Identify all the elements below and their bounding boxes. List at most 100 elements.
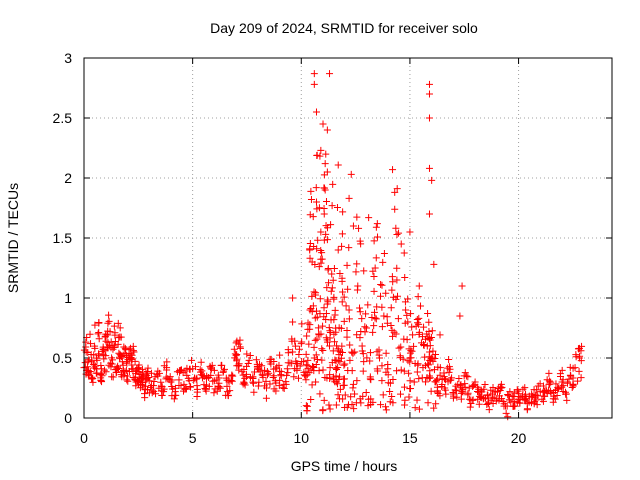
data-point	[365, 214, 373, 222]
data-point	[384, 379, 392, 387]
data-point	[331, 311, 339, 319]
data-point	[119, 351, 127, 359]
data-point	[303, 332, 311, 340]
data-point	[309, 302, 317, 310]
data-point	[393, 185, 401, 193]
data-point	[319, 322, 327, 330]
data-point	[413, 368, 421, 376]
data-point	[197, 358, 205, 366]
data-point	[410, 342, 418, 350]
data-point	[545, 369, 553, 377]
data-point	[150, 378, 158, 386]
data-point	[358, 315, 366, 323]
data-point	[541, 392, 549, 400]
data-point	[117, 333, 125, 341]
data-point	[451, 386, 459, 394]
data-point	[408, 347, 416, 355]
data-point	[497, 380, 505, 388]
data-point	[394, 315, 402, 323]
data-point	[330, 316, 338, 324]
data-point	[356, 334, 364, 342]
data-point	[432, 350, 440, 358]
data-point	[322, 230, 330, 238]
data-point	[407, 310, 415, 318]
data-point	[362, 389, 370, 397]
data-point	[308, 381, 316, 389]
data-point	[312, 351, 320, 359]
data-point	[453, 393, 461, 401]
data-point	[106, 328, 114, 336]
data-point	[235, 340, 243, 348]
data-point	[408, 323, 416, 331]
data-point	[348, 400, 356, 408]
data-point	[389, 278, 397, 286]
data-point	[543, 387, 551, 395]
data-point	[436, 331, 444, 339]
data-point	[175, 376, 183, 384]
data-point	[120, 371, 128, 379]
data-point	[110, 322, 118, 330]
data-point	[122, 366, 130, 374]
data-point	[323, 338, 331, 346]
data-point	[502, 409, 510, 417]
data-point	[464, 391, 472, 399]
data-point	[445, 363, 453, 371]
data-point	[345, 315, 353, 323]
data-point	[434, 387, 442, 395]
data-point	[361, 323, 369, 331]
data-point	[450, 392, 458, 400]
data-point	[373, 365, 381, 373]
data-point	[318, 249, 326, 257]
data-point	[250, 388, 258, 396]
data-point	[400, 367, 408, 375]
data-point	[262, 377, 270, 385]
data-point	[400, 383, 408, 391]
data-point	[114, 365, 122, 373]
data-point	[415, 405, 423, 413]
data-point	[245, 356, 253, 364]
data-point	[397, 343, 405, 351]
data-point	[330, 264, 338, 272]
data-point	[507, 398, 515, 406]
data-point	[326, 371, 334, 379]
data-point	[305, 340, 313, 348]
data-point	[432, 376, 440, 384]
data-point	[323, 126, 331, 134]
data-point	[563, 379, 571, 387]
data-point	[539, 382, 547, 390]
data-point	[235, 360, 243, 368]
data-point	[302, 402, 310, 410]
y-tick-label: 0.5	[53, 350, 73, 366]
data-point	[467, 399, 475, 407]
data-point	[391, 205, 399, 213]
data-point	[101, 366, 109, 374]
data-point	[516, 399, 524, 407]
data-point	[312, 108, 320, 116]
data-point	[272, 365, 280, 373]
data-point	[91, 344, 99, 352]
data-point	[312, 198, 320, 206]
data-point	[372, 223, 380, 231]
data-point	[286, 359, 294, 367]
data-point	[214, 371, 222, 379]
data-point	[310, 343, 318, 351]
data-point	[379, 391, 387, 399]
data-point	[226, 387, 234, 395]
data-point	[109, 373, 117, 381]
data-point	[168, 382, 176, 390]
grid-lines	[83, 57, 612, 419]
data-point	[313, 313, 321, 321]
data-point	[329, 180, 337, 188]
data-point	[428, 176, 436, 184]
data-point	[147, 383, 155, 391]
data-point	[506, 388, 514, 396]
y-tick-label: 3	[64, 50, 72, 66]
data-point	[411, 360, 419, 368]
data-point	[313, 335, 321, 343]
data-point	[362, 310, 370, 318]
data-point	[333, 203, 341, 211]
data-point	[426, 374, 434, 382]
data-point	[552, 380, 560, 388]
data-point	[310, 80, 318, 88]
data-point	[186, 383, 194, 391]
